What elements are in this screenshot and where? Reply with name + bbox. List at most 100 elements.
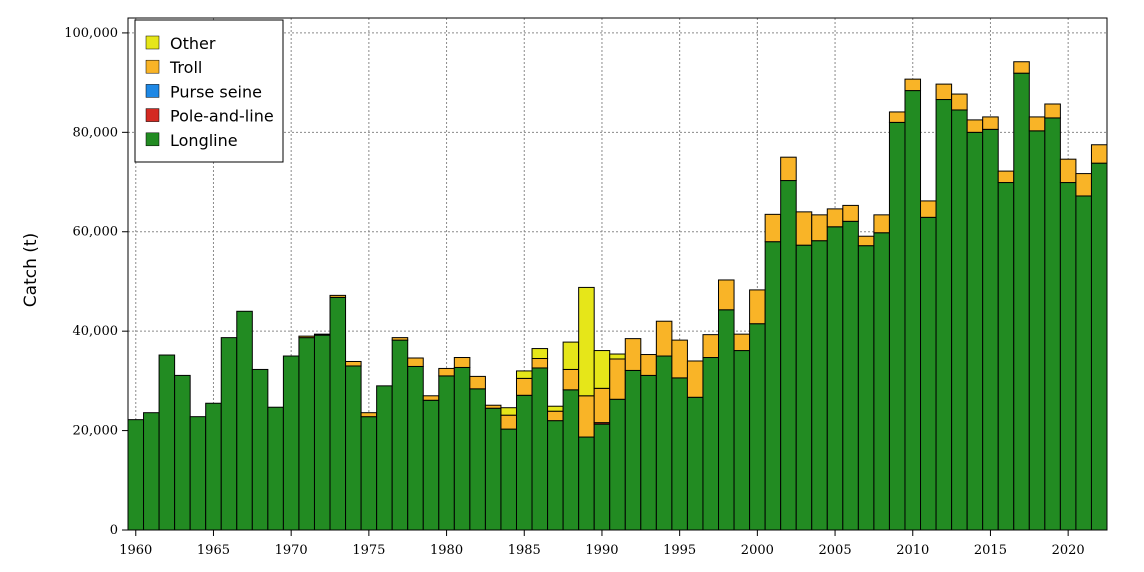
y-tick-label: 20,000 — [73, 424, 119, 439]
bar-longline-1998 — [718, 309, 735, 531]
legend-label-troll: Troll — [169, 58, 202, 77]
bar-troll-2020 — [1059, 158, 1077, 184]
bar-longline-1977 — [391, 339, 409, 531]
bar-longline-2003 — [795, 244, 813, 531]
bar-longline-1970 — [282, 355, 300, 531]
x-tick-label: 1995 — [663, 543, 696, 558]
bar-troll-2013 — [951, 93, 968, 111]
bar-longline-1964 — [189, 416, 207, 531]
bar-longline-2008 — [873, 232, 890, 531]
bar-longline-2019 — [1044, 117, 1061, 531]
bar-troll-2006 — [842, 204, 859, 222]
bar-longline-2013 — [951, 109, 968, 531]
bar-troll-1987 — [547, 410, 564, 422]
legend-swatch-pole-and-line — [145, 108, 160, 122]
bar-longline-1965 — [205, 402, 222, 531]
bar-longline-1997 — [702, 357, 720, 531]
bar-troll-2012 — [935, 83, 953, 101]
bar-longline-1972 — [313, 334, 331, 531]
bar-longline-1981 — [453, 366, 471, 531]
bar-troll-1977 — [391, 337, 409, 341]
bar-troll-1983 — [484, 404, 502, 409]
bar-troll-1984 — [500, 414, 517, 430]
y-axis-label: Catch (t) — [21, 233, 41, 307]
x-axis: 1960 1965 1970 1975 1980 1985 1990 1995 2000 2005… — [119, 530, 1085, 558]
plot-frame — [127, 17, 1108, 531]
bar-longline-1989 — [578, 436, 595, 531]
bar-troll-2004 — [811, 214, 828, 242]
bar-longline-2015 — [982, 128, 999, 531]
bar-longline-1969 — [267, 406, 284, 531]
bar-other-1990 — [593, 350, 611, 389]
legend-swatch-purse-seine — [145, 84, 160, 98]
bar-troll-1994 — [655, 320, 673, 357]
bar-longline-2000 — [749, 323, 766, 531]
bar-troll-1980 — [438, 367, 455, 377]
bar-other-1985 — [515, 370, 533, 379]
bar-longline-2014 — [966, 131, 984, 531]
bar-troll-1974 — [345, 360, 362, 367]
bar-longline-1974 — [345, 365, 362, 531]
bar-longline-1991 — [609, 398, 626, 531]
bar-troll-2018 — [1028, 116, 1046, 132]
legend-label-longline: Longline — [170, 131, 238, 150]
x-tick-label: 1985 — [508, 543, 541, 558]
bar-troll-2008 — [873, 214, 890, 234]
bar-troll-2015 — [982, 116, 999, 130]
legend-swatch-troll — [145, 59, 160, 74]
bar-troll-2007 — [857, 235, 875, 247]
x-tick-label: 1960 — [119, 543, 152, 558]
bar-longline-2005 — [826, 226, 844, 531]
bar-troll-2003 — [795, 211, 813, 246]
y-tick-label: 60,000 — [73, 225, 119, 240]
x-tick-label: 2015 — [974, 543, 1007, 558]
bar-troll-1979 — [422, 395, 440, 401]
bar-longline-1994 — [655, 355, 673, 531]
bar-troll-1999 — [733, 333, 751, 352]
legend-box — [134, 19, 284, 163]
bar-longline-2016 — [997, 182, 1015, 531]
bar-troll-2011 — [920, 200, 937, 218]
y-axis: 0 20,000 40,000 60,000 80,000 100,000 — [64, 26, 128, 538]
x-tick-label: 2005 — [819, 543, 852, 558]
bar-longline-1978 — [407, 365, 424, 531]
y-tick-label: 0 — [110, 523, 118, 538]
bar-troll-1998 — [718, 279, 735, 311]
bar-other-1988 — [562, 341, 580, 370]
bar-longline-1962 — [158, 354, 176, 531]
bar-longline-2007 — [857, 245, 875, 531]
bar-troll-1988 — [562, 368, 580, 391]
bar-troll-2022 — [1090, 144, 1108, 164]
bar-longline-1985 — [515, 394, 533, 531]
bar-longline-1984 — [500, 428, 517, 531]
bar-longline-1979 — [422, 399, 440, 531]
bar-longline-1987 — [547, 420, 564, 531]
bar-longline-1973 — [329, 296, 347, 531]
legend-swatch-other — [145, 35, 160, 50]
bar-longline-1975 — [360, 416, 378, 531]
bar-troll-2017 — [1013, 61, 1030, 74]
bar-longline-2001 — [764, 241, 782, 531]
bar-longline-1999 — [733, 350, 751, 531]
bar-longline-1986 — [531, 367, 549, 531]
bar-longline-1980 — [438, 375, 455, 531]
bar-longline-1983 — [484, 407, 502, 531]
bar-longline-1966 — [220, 337, 238, 531]
x-tick-label: 1975 — [352, 543, 385, 558]
bar-longline-2017 — [1013, 72, 1030, 531]
legend-swatch-longline — [145, 132, 160, 147]
y-tick-label: 40,000 — [73, 324, 119, 339]
bar-troll-1978 — [407, 357, 424, 367]
bar-longline-2010 — [904, 90, 922, 531]
legend-label-pole-and-line: Pole-and-line — [170, 107, 274, 126]
bar-troll-2021 — [1075, 173, 1092, 197]
bar-troll-1995 — [671, 339, 688, 379]
bar-longline-1968 — [251, 368, 269, 531]
bar-troll-2000 — [749, 289, 766, 325]
bar-longline-1993 — [640, 374, 657, 531]
bar-longline-1963 — [174, 374, 191, 531]
bar-troll-1985 — [515, 377, 533, 396]
bar-longline-1976 — [376, 385, 393, 531]
